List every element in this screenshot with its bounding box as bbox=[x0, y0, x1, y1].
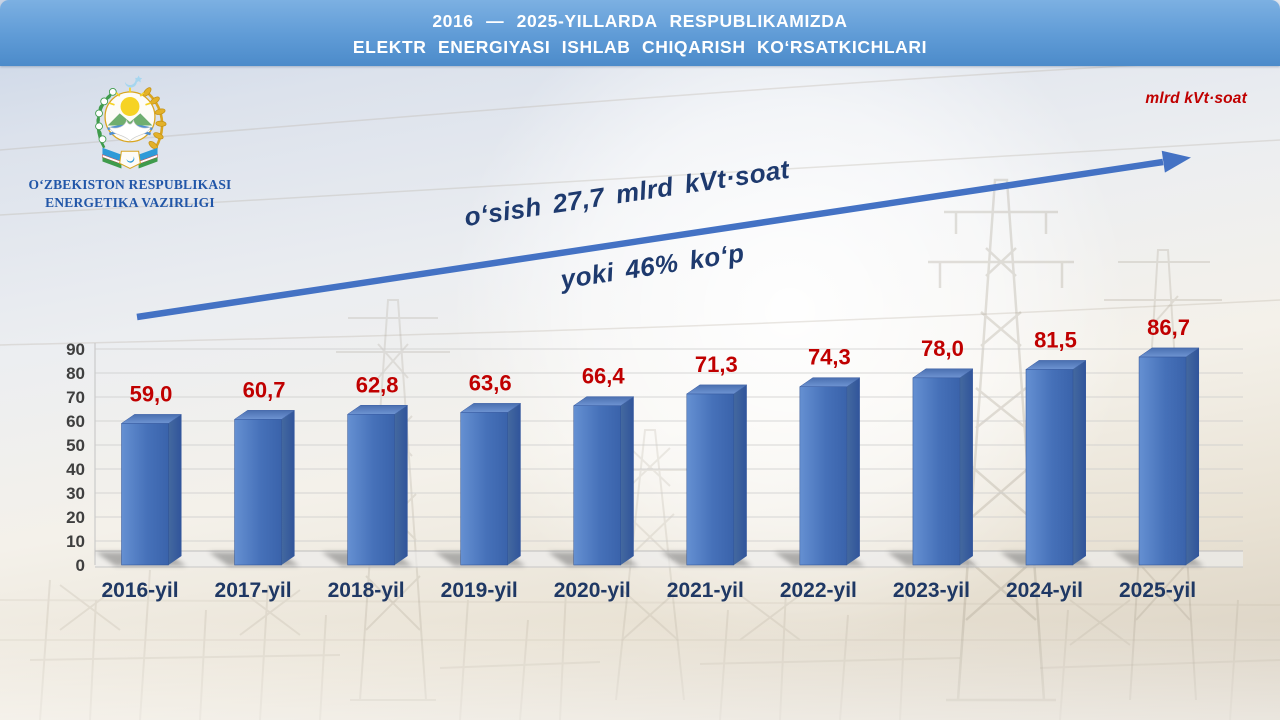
bar-side-face bbox=[281, 410, 295, 565]
x-axis-label: 2025-yil bbox=[1119, 579, 1196, 602]
title-banner: 2016 — 2025-YILLARDA RESPUBLIKAMIZDA ELE… bbox=[0, 0, 1280, 66]
growth-arrow-icon bbox=[136, 150, 1191, 321]
y-axis-tick-label: 30 bbox=[66, 484, 85, 503]
bar-2016-yil bbox=[120, 414, 183, 566]
x-axis-label: 2024-yil bbox=[1006, 579, 1083, 602]
title-line-1: 2016 — 2025-YILLARDA RESPUBLIKAMIZDA bbox=[432, 11, 848, 31]
x-axis-label: 2019-yil bbox=[441, 579, 518, 602]
bottom-haze bbox=[0, 620, 1280, 720]
y-axis-tick-label: 70 bbox=[66, 388, 85, 407]
bar-value-label: 81,5 bbox=[1034, 327, 1077, 352]
bar-top-face bbox=[120, 414, 183, 424]
bar-side-face bbox=[846, 377, 860, 565]
bar-front-face bbox=[912, 377, 961, 566]
bar-side-face bbox=[1186, 347, 1200, 565]
bar-top-face bbox=[1025, 360, 1087, 370]
bar-top-face bbox=[912, 368, 974, 379]
x-axis-label: 2021-yil bbox=[667, 579, 744, 602]
bar-front-face bbox=[460, 412, 508, 566]
bar-side-face bbox=[733, 384, 747, 565]
x-axis-label: 2022-yil bbox=[780, 579, 857, 602]
y-axis-tick-label: 60 bbox=[66, 412, 85, 431]
bar-value-label: 59,0 bbox=[130, 381, 173, 406]
x-axis-label: 2018-yil bbox=[328, 579, 405, 602]
uzbekistan-emblem-icon bbox=[95, 75, 167, 170]
ministry-logo-block: OʻZBEKISTON RESPUBLIKASI ENERGETIKA VAZI… bbox=[12, 72, 248, 211]
bar-top-face bbox=[685, 384, 748, 395]
org-name-line-1: OʻZBEKISTON RESPUBLIKASI bbox=[28, 177, 232, 192]
bar-value-label: 60,7 bbox=[243, 377, 286, 402]
bar-front-face bbox=[686, 393, 735, 566]
bar-top-face bbox=[459, 403, 522, 413]
bar-2022-yil bbox=[799, 377, 861, 566]
bar-value-label: 66,4 bbox=[582, 364, 626, 389]
bar-front-face bbox=[573, 405, 621, 566]
bar-2019-yil bbox=[459, 403, 522, 566]
bar-2023-yil bbox=[912, 368, 974, 566]
bar-2018-yil bbox=[346, 405, 409, 566]
bar-front-face bbox=[1138, 356, 1187, 566]
bar-value-label: 86,7 bbox=[1147, 315, 1190, 340]
bar-2021-yil bbox=[685, 384, 748, 566]
x-axis-label: 2016-yil bbox=[101, 579, 178, 602]
bar-2024-yil bbox=[1025, 360, 1087, 566]
bar-front-face bbox=[799, 386, 848, 566]
y-axis-tick-label: 80 bbox=[66, 364, 85, 383]
y-axis-tick-label: 10 bbox=[66, 532, 85, 551]
y-axis-tick-label: 20 bbox=[66, 508, 85, 527]
bar-value-label: 74,3 bbox=[808, 345, 851, 370]
bar-front-face bbox=[1025, 369, 1074, 566]
bar-2017-yil bbox=[233, 410, 296, 566]
bar-2020-yil bbox=[572, 396, 635, 566]
bar-2025-yil bbox=[1138, 347, 1200, 566]
bar-top-face bbox=[233, 410, 296, 420]
bar-side-face bbox=[168, 414, 182, 565]
bar-top-face bbox=[572, 396, 635, 406]
bar-value-label: 63,6 bbox=[469, 370, 512, 395]
bar-value-label: 62,8 bbox=[356, 372, 399, 397]
x-axis-label: 2023-yil bbox=[893, 579, 970, 602]
unit-label: mlrd kVt·soat bbox=[1145, 90, 1247, 107]
y-axis-tick-label: 0 bbox=[76, 556, 85, 575]
bar-side-face bbox=[620, 396, 634, 565]
bar-side-face bbox=[394, 405, 408, 565]
x-axis-label: 2020-yil bbox=[554, 579, 631, 602]
y-axis-tick-label: 90 bbox=[66, 340, 85, 359]
y-axis-tick-label: 50 bbox=[66, 436, 85, 455]
x-axis-label: 2017-yil bbox=[215, 579, 292, 602]
bar-value-label: 78,0 bbox=[921, 336, 964, 361]
bar-value-label: 71,3 bbox=[695, 352, 738, 377]
bar-front-face bbox=[234, 419, 282, 566]
bar-top-face bbox=[799, 377, 861, 387]
bar-front-face bbox=[347, 414, 395, 566]
bar-front-face bbox=[121, 423, 169, 566]
title-line-2: ELEKTR ENERGIYASI ISHLAB CHIQARISH KOʻRS… bbox=[352, 37, 928, 57]
bar-side-face bbox=[507, 403, 521, 565]
bar-side-face bbox=[959, 368, 973, 565]
bar-top-face bbox=[1138, 347, 1200, 358]
bar-top-face bbox=[346, 405, 409, 415]
bar-side-face bbox=[1072, 360, 1086, 565]
y-axis-tick-label: 40 bbox=[66, 460, 85, 479]
org-name-line-2: ENERGETIKA VAZIRLIGI bbox=[45, 194, 215, 210]
